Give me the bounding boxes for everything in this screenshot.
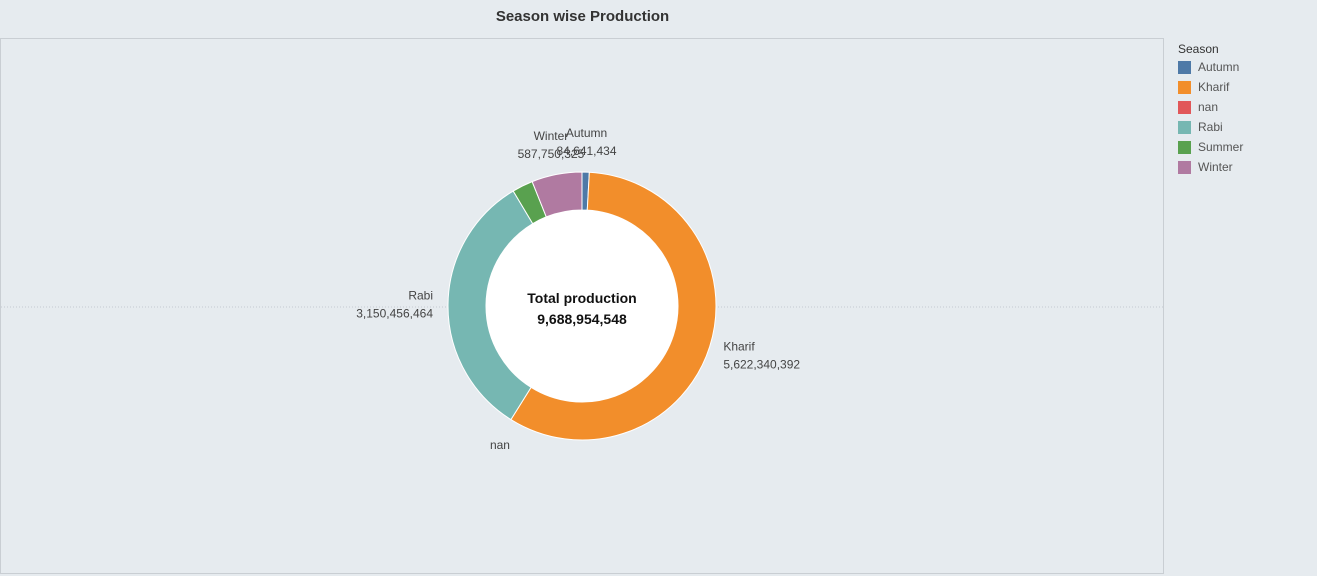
slice-label-value: 3,150,456,464: [356, 306, 433, 320]
slice-label-value: 84,641,434: [556, 144, 616, 158]
legend-items: Autumn Kharif nan Rabi Summer Winter: [1178, 57, 1243, 177]
slice-label-winter: Winter 587,750,325: [518, 129, 585, 161]
legend-item-summer[interactable]: Summer: [1178, 137, 1243, 157]
legend-label: Summer: [1198, 140, 1244, 154]
center-value: 9,688,954,548: [537, 311, 627, 327]
legend-label: Kharif: [1198, 80, 1230, 94]
slice-label-value: 5,622,340,392: [723, 358, 800, 372]
legend-swatch: [1178, 120, 1191, 134]
slice-label-nan: nan: [490, 438, 510, 452]
slice-label-name: Winter: [534, 129, 569, 143]
slice-label-name: Kharif: [723, 340, 755, 354]
legend-item-kharif[interactable]: Kharif: [1178, 77, 1243, 97]
legend-swatch: [1178, 80, 1191, 94]
plot-area: [0, 38, 1164, 574]
center-title: Total production: [527, 290, 636, 306]
slice-label-name: Autumn: [566, 126, 607, 140]
legend-swatch: [1178, 60, 1191, 74]
legend-label: Rabi: [1198, 120, 1223, 134]
slice-label-value: 587,750,325: [518, 147, 585, 161]
legend-title: Season: [1178, 42, 1219, 56]
chart-title: Season wise Production: [495, 8, 670, 25]
slice-label-kharif: Kharif 5,622,340,392: [723, 340, 800, 372]
legend-item-autumn[interactable]: Autumn: [1178, 57, 1243, 77]
legend: Season Autumn Kharif nan Rabi Summer Winter: [1178, 42, 1243, 177]
slice-labels-group: Autumn 84,641,434 Kharif 5,622,340,392 nan Ra…: [356, 126, 800, 452]
slice-label-name: nan: [490, 438, 510, 452]
legend-swatch: [1178, 140, 1191, 154]
legend-label: Autumn: [1198, 60, 1240, 74]
slice-label-name: Rabi: [408, 288, 433, 302]
donut-hole: [486, 210, 678, 402]
legend-item-rabi[interactable]: Rabi: [1178, 117, 1243, 137]
legend-label: Winter: [1198, 160, 1233, 174]
legend-swatch: [1178, 160, 1191, 174]
legend-item-nan[interactable]: nan: [1178, 97, 1243, 117]
legend-label: nan: [1198, 100, 1219, 114]
slice-label-autumn: Autumn 84,641,434: [556, 126, 616, 158]
legend-swatch: [1178, 100, 1191, 114]
slice-label-rabi: Rabi 3,150,456,464: [356, 288, 433, 320]
donut-chart: Total production 9,688,954,548 Autumn 84,…: [1, 126, 1164, 452]
legend-item-winter[interactable]: Winter: [1178, 157, 1243, 177]
